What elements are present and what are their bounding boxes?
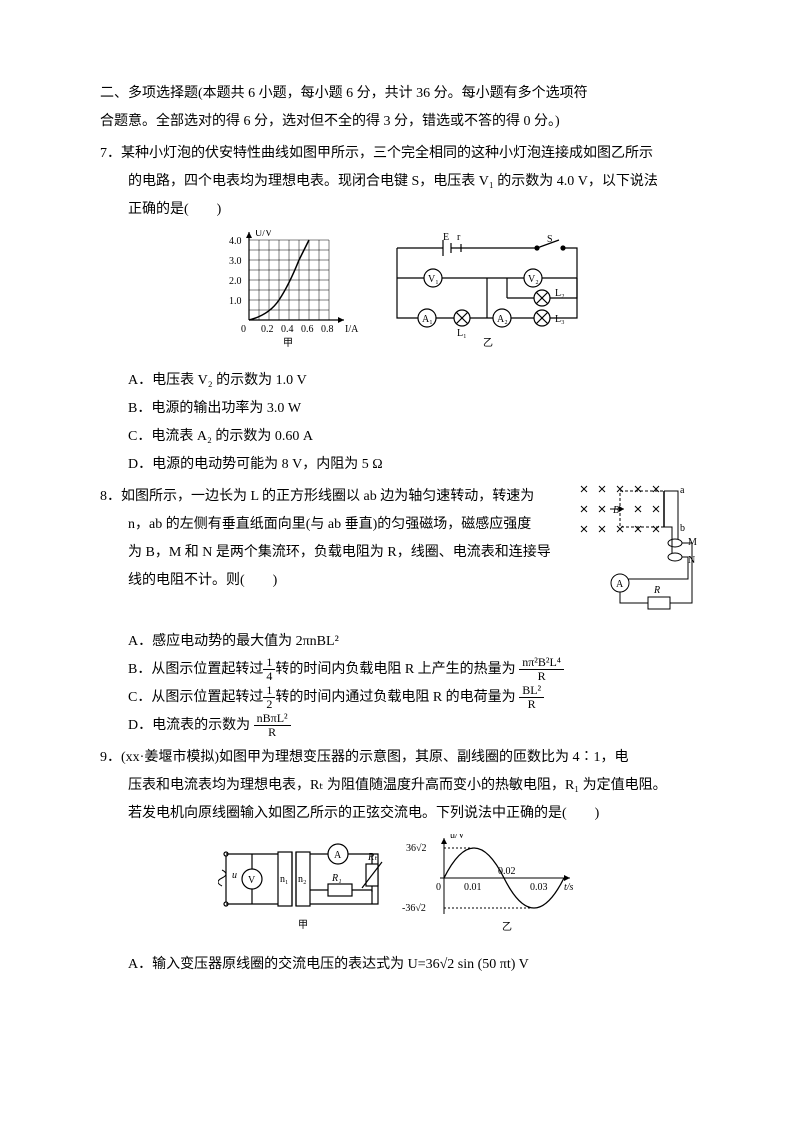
q7-graph-xlabel: I/A [345, 324, 359, 335]
question-7: 7．某种小灯泡的伏安特性曲线如图甲所示，三个完全相同的这种小灯泡连接成如图乙所示… [100, 140, 700, 479]
svg-text:b: b [680, 523, 685, 534]
q8-option-d: D．电流表的示数为 nBπL²R [128, 712, 700, 740]
q7-circuit-cap: 乙 [483, 337, 493, 349]
q7-line3: 正确的是( ) [128, 196, 700, 224]
svg-text:R₁: R₁ [331, 873, 342, 884]
svg-text:n₁: n₁ [280, 874, 289, 885]
q7-option-b: B．电源的输出功率为 3.0 W [128, 395, 700, 423]
svg-text:N: N [688, 555, 695, 566]
q7-number: 7． [100, 146, 121, 161]
svg-text:R: R [653, 585, 660, 596]
svg-text:-36√2: -36√2 [402, 903, 426, 914]
svg-text:S: S [547, 234, 553, 245]
q8-figure: A B a b MN R [580, 483, 700, 624]
q7-graph-cap: 甲 [283, 338, 293, 349]
q9-line2: 压表和电流表均为理想电表，Rₜ 为阻值随温度升高而变小的热敏电阻，R₁ 为定值电… [128, 772, 700, 800]
svg-text:a: a [680, 485, 685, 496]
q9-circuit: V A u [218, 834, 388, 945]
svg-text:u/V: u/V [450, 834, 466, 841]
question-9: 9．(xx·姜堰市模拟)如图甲为理想变压器的示意图，其原、副线圈的匝数比为 4∶… [100, 744, 700, 979]
q9-number: 9． [100, 750, 121, 765]
svg-text:A₂: A₂ [497, 314, 508, 325]
q7-option-c: C．电流表 A₂ 的示数为 0.60 A [128, 423, 700, 451]
q8-option-b: B．从图示位置起转过14转的时间内负载电阻 R 上产生的热量为 nπ²B²L⁴R [128, 656, 700, 684]
q8-line1: 如图所示，一边长为 L 的正方形线圈以 ab 边为轴匀速转动，转速为 [121, 489, 534, 504]
svg-text:3.0: 3.0 [229, 256, 242, 267]
q8-option-a: A．感应电动势的最大值为 2πnBL² [128, 628, 700, 656]
svg-text:1.0: 1.0 [229, 296, 242, 307]
svg-text:n₂: n₂ [298, 874, 307, 885]
svg-text:2.0: 2.0 [229, 276, 242, 287]
svg-text:0: 0 [436, 882, 441, 893]
svg-text:L₂: L₂ [555, 288, 565, 299]
q9-line1: (xx·姜堰市模拟)如图甲为理想变压器的示意图，其原、副线圈的匝数比为 4∶1，… [121, 750, 628, 765]
q7-line2: 的电路，四个电表均为理想电表。现闭合电键 S，电压表 V₁ 的示数为 4.0 V… [128, 168, 700, 196]
svg-text:V₁: V₁ [428, 274, 439, 285]
svg-text:A₁: A₁ [422, 314, 433, 325]
svg-text:t/s: t/s [564, 882, 574, 893]
svg-text:r: r [457, 232, 461, 243]
svg-text:0: 0 [241, 324, 246, 335]
q7-graph: U/V 4.0 3.0 2.0 1.0 0 0.2 0.4 0.6 0.8 I/A 甲 [213, 230, 363, 361]
svg-text:L₁: L₁ [457, 328, 467, 339]
svg-text:0.2: 0.2 [261, 324, 274, 335]
q9-circuit-cap: 甲 [298, 920, 308, 931]
q7-option-a: A．电压表 V₂ 的示数为 1.0 V [128, 367, 700, 395]
q7-circuit: V₁ V₂ A₁ A₂ Er S L₂ L₁ L₃ 乙 [387, 230, 587, 361]
svg-text:4.0: 4.0 [229, 236, 242, 247]
svg-text:M: M [688, 537, 697, 548]
svg-text:B: B [613, 505, 619, 516]
q8-number: 8． [100, 489, 121, 504]
q7-option-d: D．电源的电动势可能为 8 V，内阻为 5 Ω [128, 451, 700, 479]
svg-text:E: E [443, 232, 449, 243]
svg-text:u: u [232, 870, 237, 881]
question-8: A B a b MN R 8．如图所示，一边长为 L 的正方形线圈以 ab 边为轴… [100, 483, 700, 740]
svg-text:V₂: V₂ [528, 274, 539, 285]
svg-text:Rₜ: Rₜ [367, 852, 378, 863]
svg-text:0.01: 0.01 [464, 882, 482, 893]
svg-text:A: A [616, 579, 624, 590]
section-heading: 二、多项选择题(本题共 6 小题，每小题 6 分，共计 36 分。每小题有多个选… [100, 80, 700, 136]
svg-text:0.02: 0.02 [498, 866, 516, 877]
q9-option-a: A．输入变压器原线圈的交流电压的表达式为 U=36√2 sin (50 πt) … [128, 951, 700, 979]
svg-text:0.4: 0.4 [281, 324, 294, 335]
q7-graph-ylabel: U/V [255, 230, 273, 239]
svg-text:0.8: 0.8 [321, 324, 334, 335]
q9-line3: 若发电机向原线圈输入如图乙所示的正弦交流电。下列说法中正确的是( ) [128, 800, 700, 828]
svg-text:L₃: L₃ [555, 314, 565, 325]
svg-text:0.6: 0.6 [301, 324, 314, 335]
q8-option-c: C．从图示位置起转过12转的时间内通过负载电阻 R 的电荷量为 BL²R [128, 684, 700, 712]
svg-text:0.03: 0.03 [530, 882, 548, 893]
q9-graph-cap: 乙 [502, 921, 512, 933]
heading-line-2: 合题意。全部选对的得 6 分，选对但不全的得 3 分，错选或不答的得 0 分。) [100, 114, 560, 129]
q9-graph: u/V 36√2 -36√2 0 0.01 0.02 0.03 t/s 乙 [402, 834, 582, 945]
svg-text:V: V [248, 875, 256, 886]
heading-line-1: 二、多项选择题(本题共 6 小题，每小题 6 分，共计 36 分。每小题有多个选… [100, 86, 588, 101]
svg-text:A: A [334, 850, 342, 861]
q7-line1: 某种小灯泡的伏安特性曲线如图甲所示，三个完全相同的这种小灯泡连接成如图乙所示 [121, 146, 653, 161]
svg-text:36√2: 36√2 [406, 843, 427, 854]
